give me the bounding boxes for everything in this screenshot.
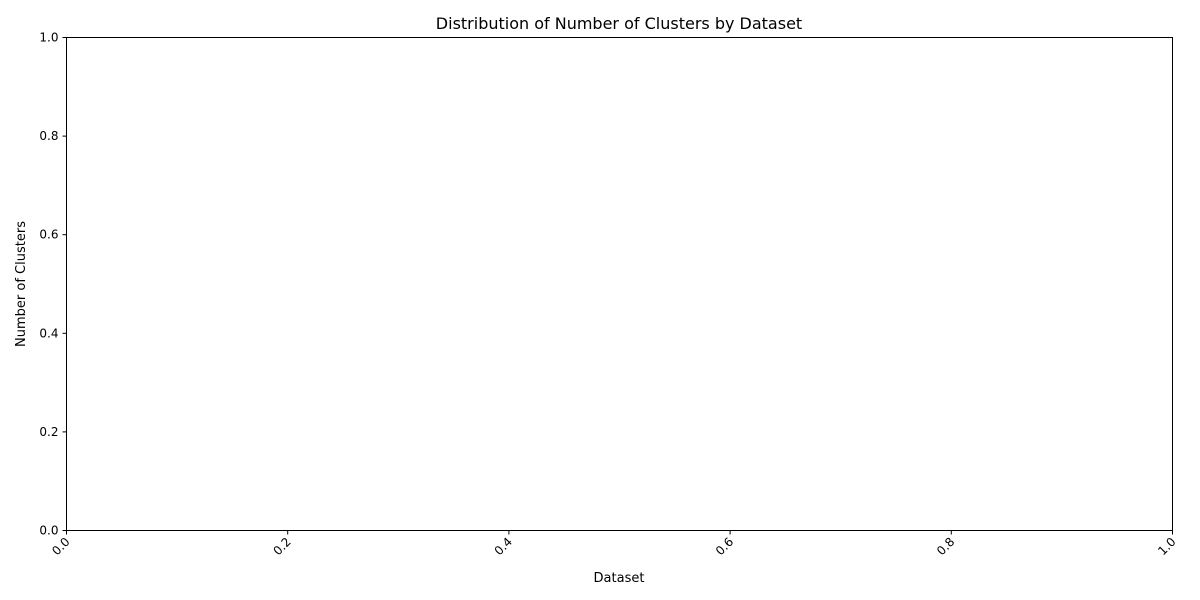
y-tick-label: 0.6 bbox=[39, 228, 58, 242]
chart-title: Distribution of Number of Clusters by Da… bbox=[436, 14, 802, 33]
x-axis-label: Dataset bbox=[594, 571, 645, 586]
y-axis-ticks: 0.0 0.2 0.4 0.6 0.8 1.0 bbox=[39, 31, 67, 538]
y-tick-label: 1.0 bbox=[39, 31, 58, 45]
plot-area-frame bbox=[66, 37, 1173, 531]
y-tick-label: 0.8 bbox=[39, 129, 58, 143]
y-tick-label: 0.4 bbox=[39, 326, 58, 340]
y-tick-label: 0.2 bbox=[39, 425, 58, 439]
y-tick-label: 0.0 bbox=[39, 524, 58, 538]
y-axis-label: Number of Clusters bbox=[14, 221, 29, 347]
